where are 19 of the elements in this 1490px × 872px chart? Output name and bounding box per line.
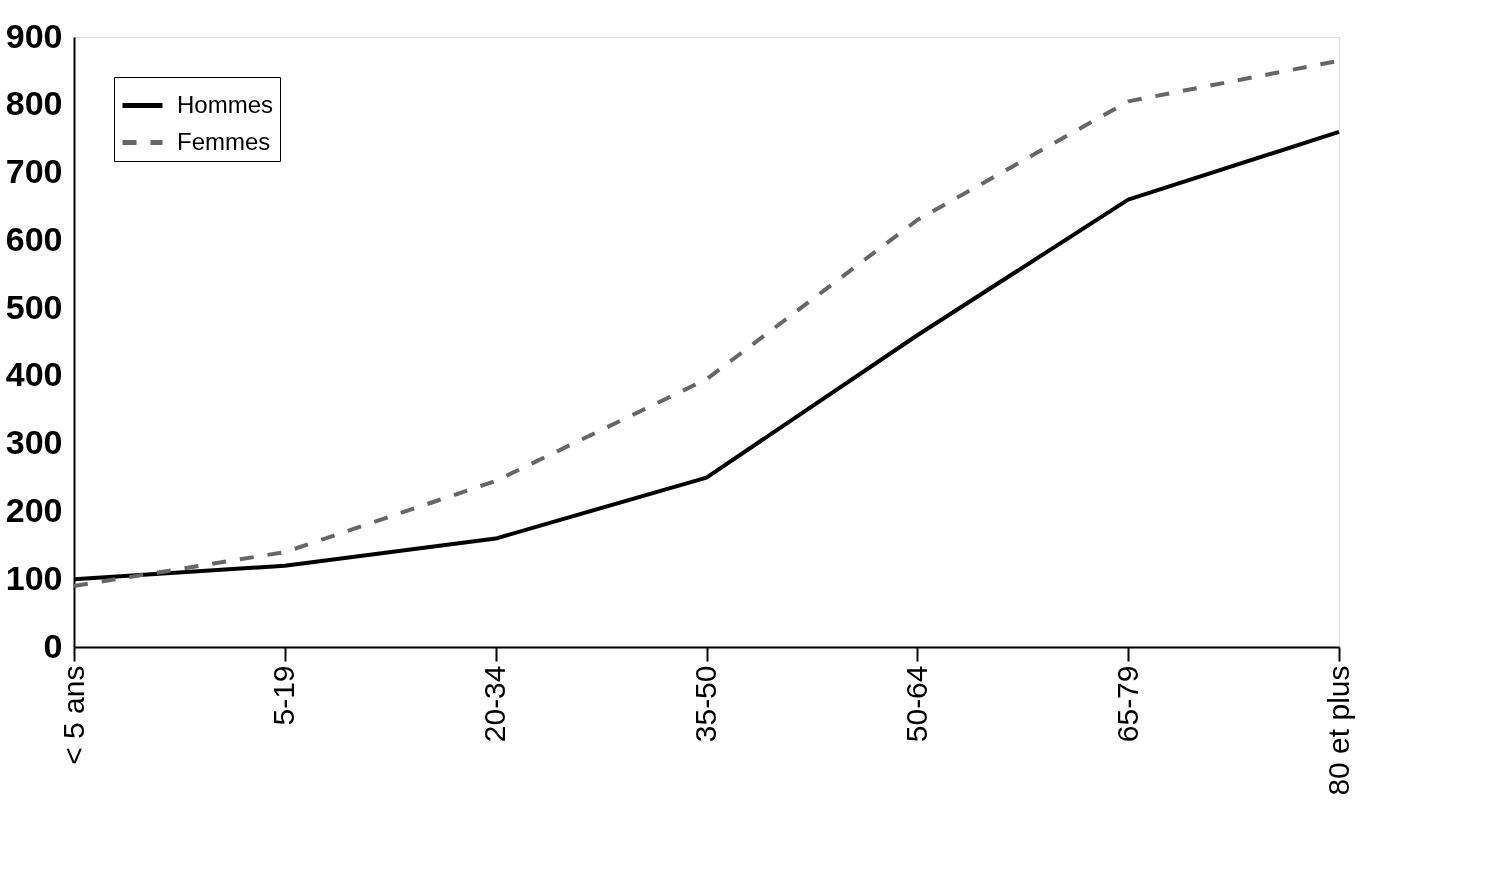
y-tick-label: 700 (5, 152, 63, 191)
y-tick-label: 800 (5, 84, 63, 123)
y-tick-label: 900 (5, 16, 63, 55)
x-tick-label: 20-34 (478, 665, 512, 743)
x-tick-label: 35-50 (689, 665, 722, 743)
y-tick-label: 100 (5, 558, 63, 597)
legend-label: Hommes (177, 90, 274, 118)
x-tick-label: 50-64 (899, 665, 933, 743)
y-tick-label: 500 (5, 287, 63, 326)
y-tick-label: 200 (5, 490, 63, 529)
y-tick-label: 400 (5, 355, 63, 394)
x-tick-label: < 5 ans (56, 665, 90, 765)
y-tick-label: 600 (5, 219, 63, 258)
legend-label: Femmes (177, 127, 271, 155)
x-tick-label: 65-79 (1110, 665, 1144, 743)
x-tick-label: 80 et plus (1321, 665, 1355, 796)
y-tick-label: 300 (5, 423, 63, 462)
y-tick-label: 0 (43, 626, 63, 665)
x-tick-label: 5-19 (267, 665, 301, 726)
